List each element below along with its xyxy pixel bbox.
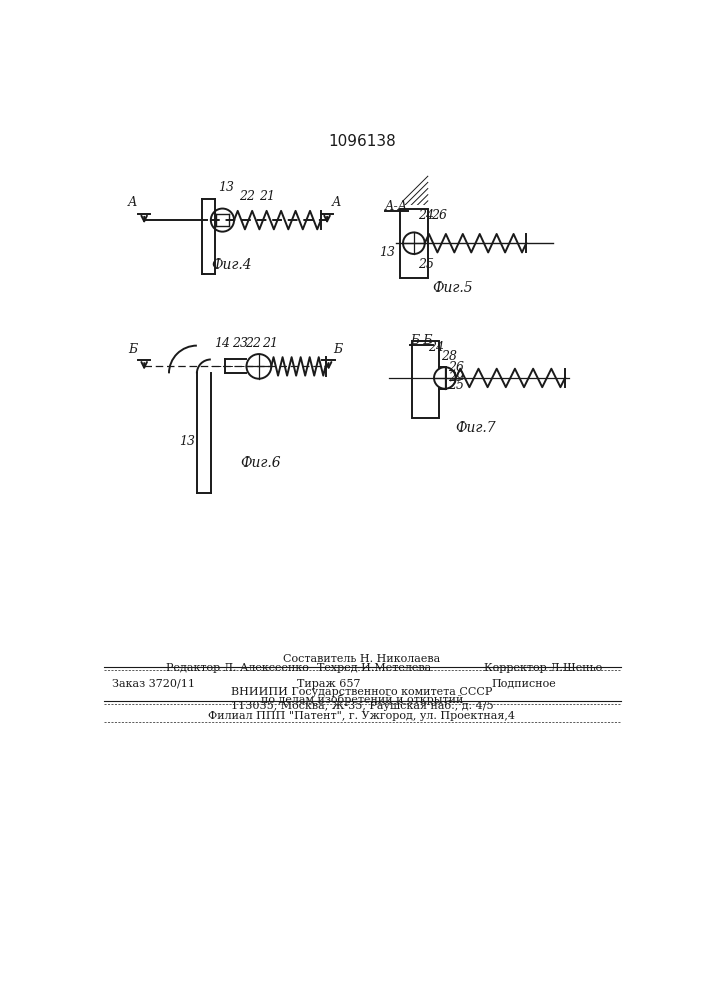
Text: 22: 22 bbox=[245, 337, 262, 350]
Text: по делам изобретений и открытий: по делам изобретений и открытий bbox=[261, 694, 463, 705]
Text: Тираж 657: Тираж 657 bbox=[297, 679, 361, 689]
Text: 25: 25 bbox=[418, 258, 434, 271]
Text: Б-Б: Б-Б bbox=[410, 334, 433, 347]
Text: Фиг.4: Фиг.4 bbox=[211, 258, 252, 272]
Text: Филиал ППП "Патент", г. Ужгород, ул. Проектная,4: Филиал ППП "Патент", г. Ужгород, ул. Про… bbox=[209, 711, 515, 721]
Text: 13: 13 bbox=[180, 435, 196, 448]
Text: Подписное: Подписное bbox=[491, 679, 556, 689]
Text: 113035, Москва, Ж-35, Раушская наб., д. 4/5: 113035, Москва, Ж-35, Раушская наб., д. … bbox=[230, 700, 493, 711]
Circle shape bbox=[403, 232, 425, 254]
Text: 21: 21 bbox=[262, 337, 279, 350]
Text: А: А bbox=[128, 196, 137, 209]
Text: 21: 21 bbox=[259, 190, 275, 204]
Text: Б: Б bbox=[128, 343, 137, 356]
Text: Редактор Л. Алексеенко: Редактор Л. Алексеенко bbox=[166, 663, 309, 673]
Bar bbox=[400, 209, 428, 278]
Bar bbox=[412, 341, 438, 418]
Text: Фиг.7: Фиг.7 bbox=[455, 421, 496, 435]
Text: 25: 25 bbox=[448, 379, 464, 392]
Text: 28: 28 bbox=[440, 350, 457, 363]
Text: ВНИИПИ Государственного комитета СССР: ВНИИПИ Государственного комитета СССР bbox=[231, 687, 493, 697]
Text: 24: 24 bbox=[418, 209, 434, 222]
Text: А-А: А-А bbox=[385, 200, 409, 213]
Text: Техред И.Метелева: Техред И.Метелева bbox=[317, 663, 431, 673]
Text: Фиг.5: Фиг.5 bbox=[432, 281, 473, 295]
Text: Фиг.6: Фиг.6 bbox=[240, 456, 281, 470]
Text: Б: Б bbox=[334, 343, 342, 356]
Text: 13: 13 bbox=[218, 181, 235, 194]
Text: 1096138: 1096138 bbox=[328, 134, 396, 149]
Text: 26: 26 bbox=[448, 361, 464, 374]
Text: 26: 26 bbox=[431, 209, 447, 222]
Text: 24: 24 bbox=[428, 341, 443, 354]
Text: 14: 14 bbox=[214, 337, 230, 350]
Circle shape bbox=[434, 367, 456, 389]
Text: 22: 22 bbox=[240, 190, 255, 204]
Text: Составитель Н. Николаева: Составитель Н. Николаева bbox=[284, 654, 440, 664]
Text: Заказ 3720/11: Заказ 3720/11 bbox=[112, 679, 194, 689]
Text: 13: 13 bbox=[379, 246, 395, 259]
Text: 23: 23 bbox=[233, 337, 248, 350]
Text: 29: 29 bbox=[448, 371, 464, 384]
Text: А: А bbox=[332, 196, 341, 209]
Text: Корректор Л.Шеньо: Корректор Л.Шеньо bbox=[484, 663, 602, 673]
